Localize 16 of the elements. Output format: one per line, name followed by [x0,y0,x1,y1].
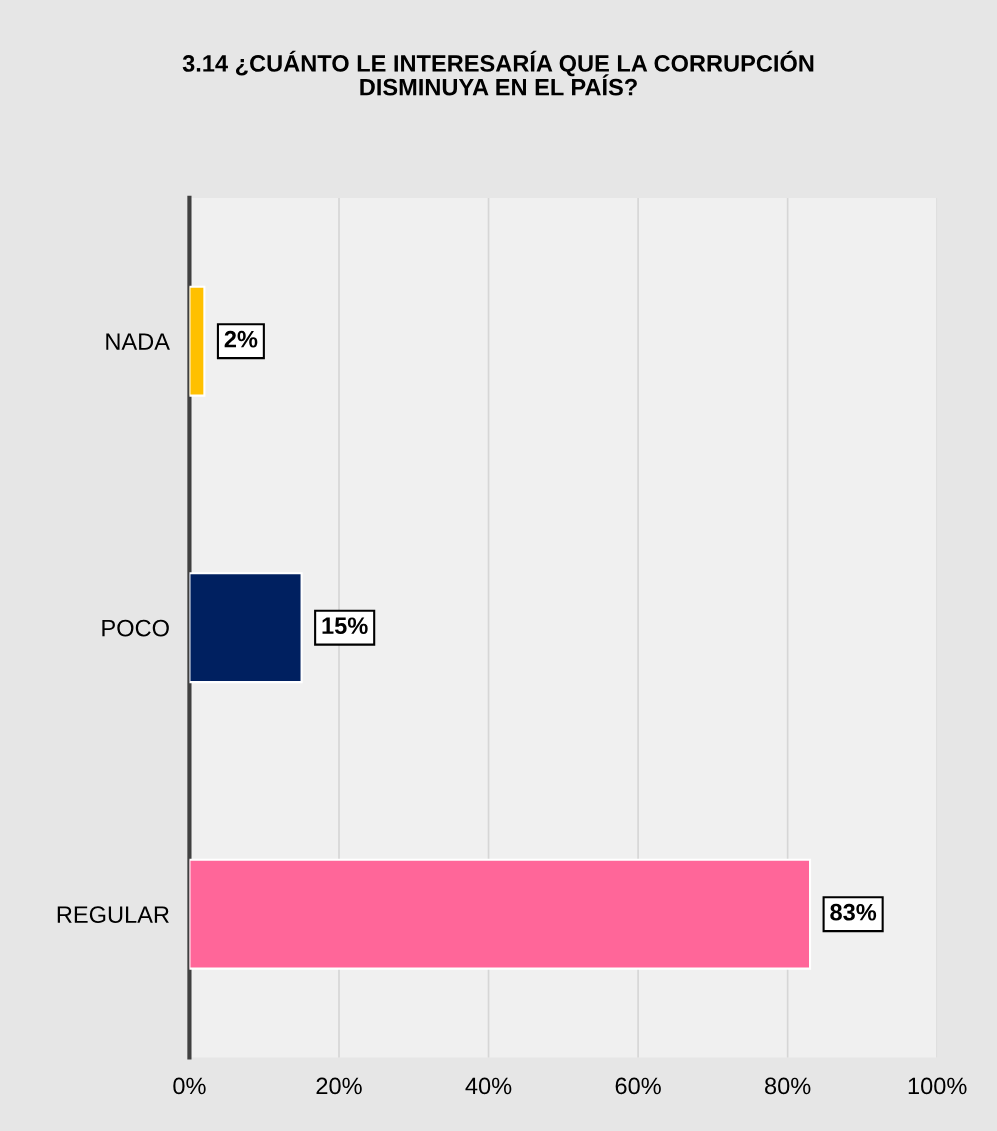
y-tick-label: REGULAR [57,906,169,924]
bar [189,858,812,970]
bar [189,572,303,684]
chart-title: 3.14 ¿CUÁNTO LE INTERESARÍA QUE LA CORRUPCIÓN DISMINUYA EN EL PAÍS? [182,50,814,96]
x-tick-label: 100% [908,1077,967,1095]
x-tick-label: 20% [316,1077,362,1095]
x-tick-label: 40% [465,1077,512,1095]
y-tick-label: NADA [106,333,170,350]
x-tick-label: 0% [173,1077,206,1095]
x-tick-label: 80% [765,1077,811,1095]
bar [189,285,206,397]
data-label: 2% [224,330,258,348]
y-tick-label: POCO [102,619,169,637]
data-label: 83% [830,903,877,921]
x-tick-label: 60% [615,1077,661,1095]
data-label: 15% [322,617,368,635]
